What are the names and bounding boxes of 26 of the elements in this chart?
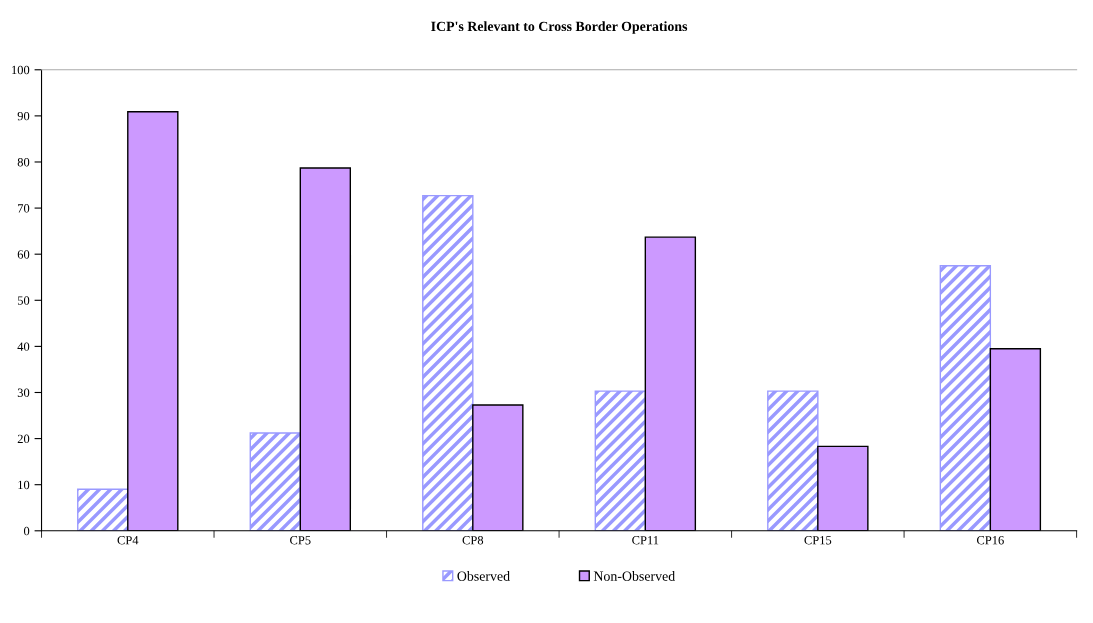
legend-label: Non-Observed (593, 571, 676, 581)
bar (594, 390, 647, 531)
bar (77, 488, 129, 531)
x-tick-label: CP5 (290, 536, 311, 545)
y-tick-label: 0 (23, 526, 30, 536)
y-tick-label: 30 (17, 388, 30, 397)
y-tick-label: 20 (17, 434, 30, 444)
y-tick-label: 50 (17, 296, 30, 305)
bar (939, 265, 992, 531)
y-tick-label: 80 (17, 158, 30, 167)
y-tick-label: 100 (12, 65, 30, 75)
bar (422, 194, 474, 531)
bar (767, 390, 819, 531)
y-tick-label: 70 (18, 204, 30, 213)
y-tick-label: 60 (17, 250, 30, 259)
x-tick-label: CP11 (632, 536, 659, 545)
y-tick-label: 40 (17, 342, 30, 351)
chart-title: ICP's Relevant to Cross Border Operations (431, 21, 688, 34)
x-tick-label: CP4 (117, 536, 139, 545)
x-tick-label: CP16 (976, 536, 1004, 545)
y-tick-label: 10 (18, 480, 30, 490)
bar (249, 432, 301, 531)
x-tick-label: CP15 (804, 536, 832, 545)
y-tick-label: 90 (17, 111, 30, 121)
legend-label: Observed (457, 571, 510, 581)
x-tick-label: CP8 (462, 536, 484, 545)
